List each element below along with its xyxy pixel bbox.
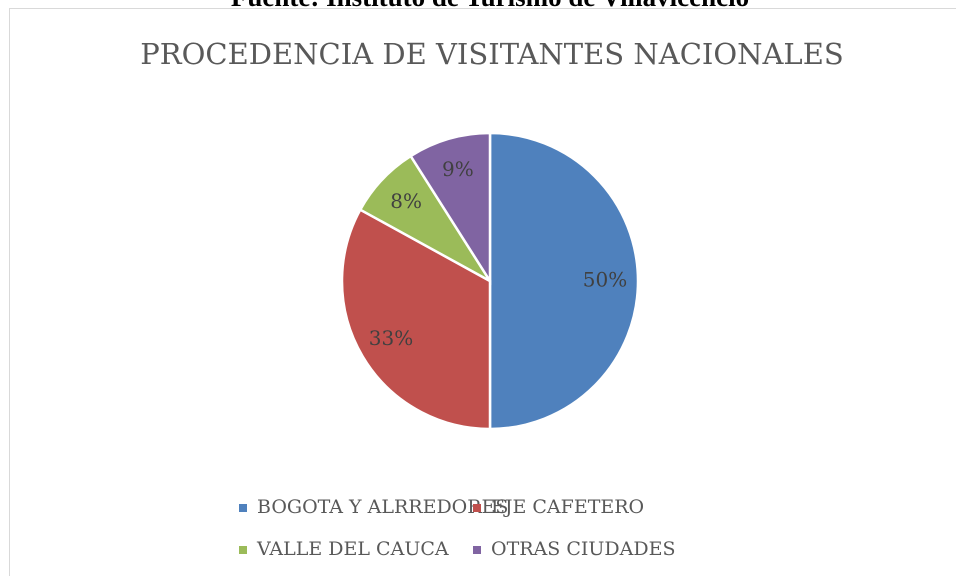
legend-swatch — [473, 546, 481, 554]
caption: Fuente: Instituto de Turismo de Villavic… — [231, 0, 749, 12]
legend-swatch — [473, 504, 481, 512]
chart-title: PROCEDENCIA DE VISITANTES NACIONALES — [140, 37, 843, 71]
data-label: 9% — [442, 157, 474, 181]
legend-swatch — [239, 546, 247, 554]
pie-slice — [340, 208, 492, 431]
legend-label: VALLE DEL CAUCA — [256, 538, 449, 560]
legend-label: EJE CAFETERO — [491, 496, 644, 518]
legend-label: BOGOTA Y ALRREDORES — [257, 496, 508, 518]
legend-label: OTRAS CIUDADES — [491, 538, 675, 560]
pie-slice — [488, 131, 640, 431]
data-label: 33% — [369, 326, 413, 350]
data-label: 50% — [583, 268, 627, 292]
pie-slice — [408, 131, 492, 286]
data-label: 8% — [390, 189, 422, 213]
legend-swatch — [239, 504, 247, 512]
